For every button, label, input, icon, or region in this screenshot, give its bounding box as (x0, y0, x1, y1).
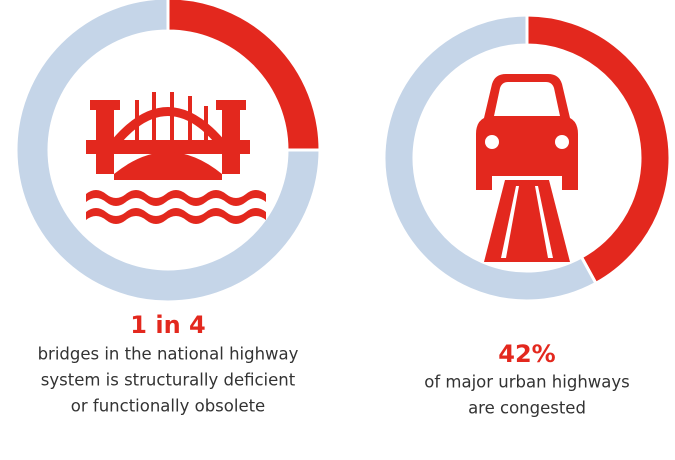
donut-chart: 1 in 4 bridges in the national highway sys… (14, 0, 322, 416)
donut-chart: 42% of major urban highways are congested (382, 13, 672, 418)
donut-segment (382, 13, 598, 303)
headline-value: 42% (498, 340, 555, 368)
donut-segment (14, 0, 322, 304)
bridge-icon (86, 92, 266, 224)
headline-value: 1 in 4 (130, 311, 205, 339)
caption-line: system is structurally deficient (41, 371, 296, 390)
car-icon (476, 74, 578, 262)
caption-line: of major urban highways (424, 373, 630, 392)
caption-line: are congested (468, 399, 586, 418)
caption-line: or functionally obsolete (71, 397, 265, 416)
caption-line: bridges in the national highway (38, 345, 299, 364)
